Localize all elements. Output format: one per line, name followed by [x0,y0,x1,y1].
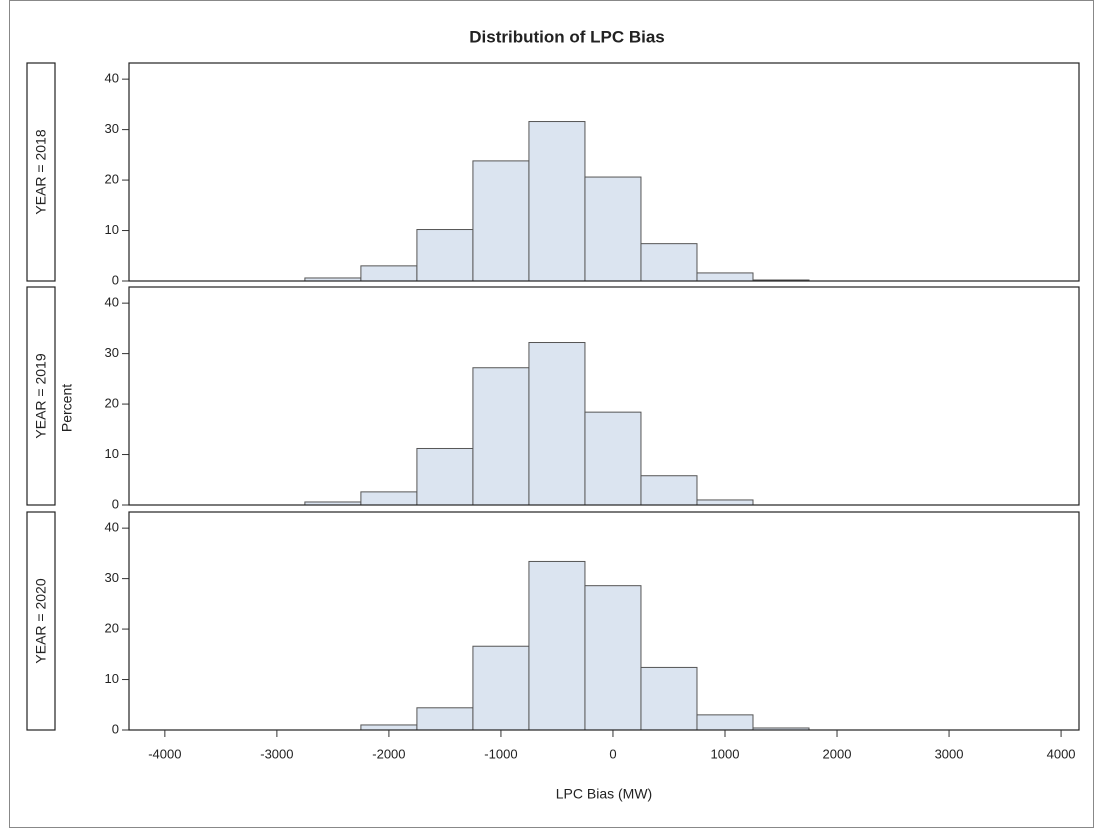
y-tick-label: 20 [105,621,119,636]
bar [584,176,642,282]
bar [360,265,418,282]
bar [640,243,698,282]
chart-title: Distribution of LPC Bias [469,27,665,46]
strip-box [26,62,56,282]
x-tick-label: -1000 [484,746,517,761]
y-tick-label: 10 [105,671,119,686]
x-tick-label: 4000 [1047,746,1076,761]
plot-border [128,286,1080,506]
plot-border [128,511,1080,731]
panel-label: YEAR = 2020 [33,578,49,663]
bar [584,585,642,731]
y-tick-label: 10 [105,222,119,237]
y-tick-label: 20 [105,172,119,187]
y-tick-label: 20 [105,396,119,411]
y-tick-label: 40 [105,520,119,535]
bar [472,645,530,731]
panel-label: YEAR = 2018 [33,129,49,214]
bar [584,411,642,506]
bar [472,160,530,282]
bar [696,272,754,282]
bar [528,342,586,506]
strip-box [26,511,56,731]
bar [360,724,418,731]
bar [416,229,474,282]
x-tick-label: 0 [609,746,616,761]
y-tick-label: 30 [105,570,119,585]
x-tick-label: -4000 [148,746,181,761]
x-tick-label: 1000 [711,746,740,761]
y-axis-label: Percent [59,384,75,432]
bar [696,714,754,731]
x-tick-label: -2000 [372,746,405,761]
bar [528,560,586,731]
bar [416,447,474,506]
bar [416,707,474,731]
bar [528,121,586,282]
strip-box [26,286,56,506]
plot-border [128,62,1080,282]
bar [360,491,418,506]
y-tick-label: 0 [112,721,119,736]
bar [472,367,530,506]
y-tick-label: 0 [112,496,119,511]
bar [696,499,754,506]
x-tick-label: 3000 [935,746,964,761]
y-tick-label: 30 [105,121,119,136]
panel-label: YEAR = 2019 [33,353,49,438]
x-tick-label: 2000 [823,746,852,761]
bar [640,666,698,731]
y-tick-label: 40 [105,295,119,310]
y-tick-label: 10 [105,446,119,461]
y-tick-label: 30 [105,345,119,360]
bar [640,475,698,506]
y-tick-label: 40 [105,71,119,86]
x-axis-label: LPC Bias (MW) [556,786,652,802]
x-tick-label: -3000 [260,746,293,761]
y-tick-label: 0 [112,272,119,287]
